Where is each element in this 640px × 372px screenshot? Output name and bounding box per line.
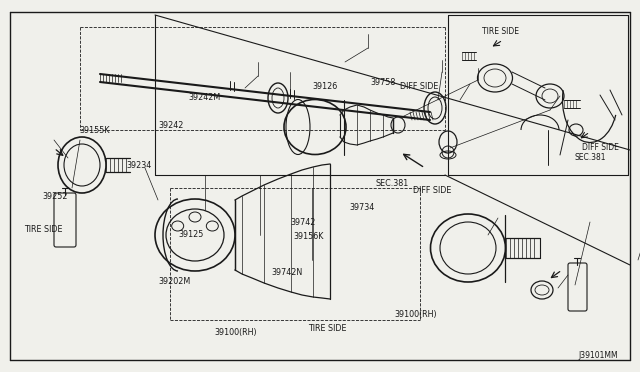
Text: 39126: 39126 — [312, 82, 338, 91]
Text: 39742: 39742 — [291, 218, 316, 227]
Text: 39734: 39734 — [349, 203, 375, 212]
Text: 39242: 39242 — [159, 121, 184, 130]
Text: 39242M: 39242M — [189, 93, 221, 102]
Text: SEC.381: SEC.381 — [375, 179, 408, 187]
Text: 39100(RH): 39100(RH) — [395, 310, 437, 319]
Text: DIFF SIDE: DIFF SIDE — [400, 82, 438, 91]
Text: DIFF SIDE: DIFF SIDE — [582, 144, 618, 153]
Text: DIFF SIDE: DIFF SIDE — [413, 186, 451, 195]
Text: 39252: 39252 — [42, 192, 68, 201]
Text: TIRE SIDE: TIRE SIDE — [24, 225, 63, 234]
Text: 39155K: 39155K — [79, 126, 110, 135]
Text: 39202M: 39202M — [158, 278, 190, 286]
Text: SEC.381: SEC.381 — [574, 154, 605, 163]
Text: 39234: 39234 — [127, 161, 152, 170]
Text: 39156K: 39156K — [293, 232, 324, 241]
Text: TIRE SIDE: TIRE SIDE — [308, 324, 347, 333]
Text: 39758: 39758 — [370, 78, 396, 87]
Text: 39100(RH): 39100(RH) — [214, 328, 257, 337]
Text: TIRE SIDE: TIRE SIDE — [481, 28, 518, 36]
Text: J39101MM: J39101MM — [579, 350, 618, 359]
Text: 39125: 39125 — [178, 230, 204, 239]
Text: 39742N: 39742N — [271, 268, 302, 277]
